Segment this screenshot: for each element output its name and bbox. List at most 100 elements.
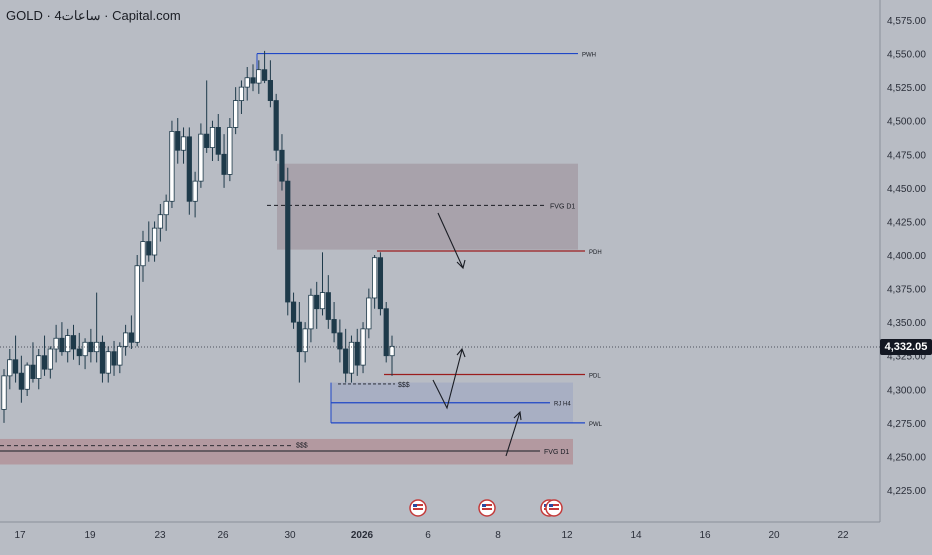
fvg-zone-upper	[277, 163, 578, 250]
plot-background	[0, 0, 880, 522]
candle-body	[238, 86, 245, 101]
candle	[82, 338, 88, 370]
candle	[238, 80, 245, 114]
candle-body	[204, 133, 210, 148]
candle	[308, 288, 314, 343]
candle-body	[59, 337, 65, 353]
candle-body	[157, 214, 163, 229]
candle-body	[302, 328, 308, 353]
price-axis[interactable]: 4,575.00 4,550.00 4,525.00 4,500.00 4,475.00…	[887, 16, 926, 497]
flag-canton	[549, 504, 553, 507]
time-tick-label: 23	[154, 530, 166, 541]
candle	[41, 335, 48, 376]
liquidity-label-upper: $$$	[398, 382, 410, 389]
time-tick-label: 16	[699, 530, 711, 541]
time-tick-label: 17	[14, 530, 26, 541]
candle	[221, 134, 227, 188]
candle	[354, 328, 360, 376]
candle	[18, 355, 24, 403]
candle	[227, 118, 233, 182]
candle-body	[389, 345, 395, 357]
flag-stripe	[482, 508, 492, 510]
candle-body	[372, 257, 378, 299]
candle-body	[209, 127, 216, 148]
candle	[76, 332, 82, 366]
level-label-pdh: PDH	[589, 250, 602, 256]
timeframe-label[interactable]: 4ساعات	[54, 8, 101, 23]
flag-stripe	[413, 508, 423, 510]
candle	[59, 322, 65, 356]
title-separator: ·	[46, 8, 51, 23]
candle	[169, 120, 175, 208]
time-axis[interactable]: 17 19 23 26 30 2026 6 8 12 14 16 20 22	[14, 530, 849, 541]
candle-body	[221, 153, 227, 175]
candle-body	[383, 308, 389, 357]
candle	[105, 346, 111, 383]
candle-body	[366, 297, 372, 330]
candle	[53, 324, 59, 363]
candle	[175, 118, 181, 164]
candle-body	[76, 348, 82, 357]
symbol-label[interactable]: GOLD	[6, 8, 43, 23]
candle	[99, 335, 106, 383]
price-tick-label: 4,475.00	[887, 150, 926, 161]
candle	[389, 335, 395, 376]
candle-body	[128, 332, 135, 343]
levels-layer: PWH PDH PDL RJ H4 PWL $$$ $$$	[256, 53, 603, 450]
candle	[140, 230, 146, 282]
candle	[285, 167, 291, 316]
flag-stripe	[413, 504, 423, 506]
candle-body	[18, 372, 24, 390]
price-tick-label: 4,550.00	[887, 50, 926, 61]
candle	[244, 67, 250, 101]
time-tick-label: 8	[495, 530, 501, 541]
price-tick-label: 4,400.00	[887, 251, 926, 262]
candle	[157, 203, 163, 242]
price-tick-label: 4,375.00	[887, 285, 926, 296]
chart-title: GOLD · 4ساعات · Capital.com	[6, 8, 181, 24]
level-label-pdl: PDL	[589, 374, 601, 380]
candle	[192, 171, 198, 218]
candle	[337, 319, 343, 363]
time-tick-label: 22	[837, 530, 849, 541]
time-tick-label: 2026	[351, 530, 374, 541]
fvg-label-upper: FVG D1	[550, 203, 575, 210]
candle-body	[198, 133, 204, 182]
candle-body	[117, 345, 123, 366]
candle	[279, 134, 285, 191]
candle	[348, 335, 355, 383]
candle	[186, 127, 192, 215]
candle-body	[337, 332, 343, 350]
candle	[7, 349, 13, 390]
candle	[250, 64, 256, 92]
candle	[302, 322, 308, 363]
candle	[209, 120, 216, 161]
candle-body	[65, 335, 71, 353]
candle	[366, 288, 372, 339]
candle-body	[215, 127, 221, 155]
candle-body	[267, 80, 273, 101]
price-tick-label: 4,300.00	[887, 385, 926, 396]
fvg-label-lower: FVG D1	[544, 449, 569, 456]
candle-body	[169, 131, 175, 202]
price-tick-label: 4,575.00	[887, 16, 926, 27]
candle	[70, 324, 77, 360]
candles-layer	[1, 50, 395, 423]
candle	[36, 349, 42, 390]
candle-body	[250, 77, 256, 84]
candle	[215, 114, 221, 161]
level-label-rj-h4: RJ H4	[554, 402, 571, 408]
candle-body	[314, 294, 320, 310]
source-label: Capital.com	[112, 8, 181, 23]
candle	[151, 221, 158, 262]
candle	[325, 275, 331, 329]
candle-body	[186, 136, 192, 202]
level-label-pwh: PWH	[582, 53, 596, 59]
price-tick-label: 4,425.00	[887, 217, 926, 228]
candle-body	[7, 359, 13, 377]
candle	[24, 362, 30, 396]
liquidity-label-lower: $$$	[296, 443, 308, 450]
event-flags-layer[interactable]	[409, 499, 563, 517]
